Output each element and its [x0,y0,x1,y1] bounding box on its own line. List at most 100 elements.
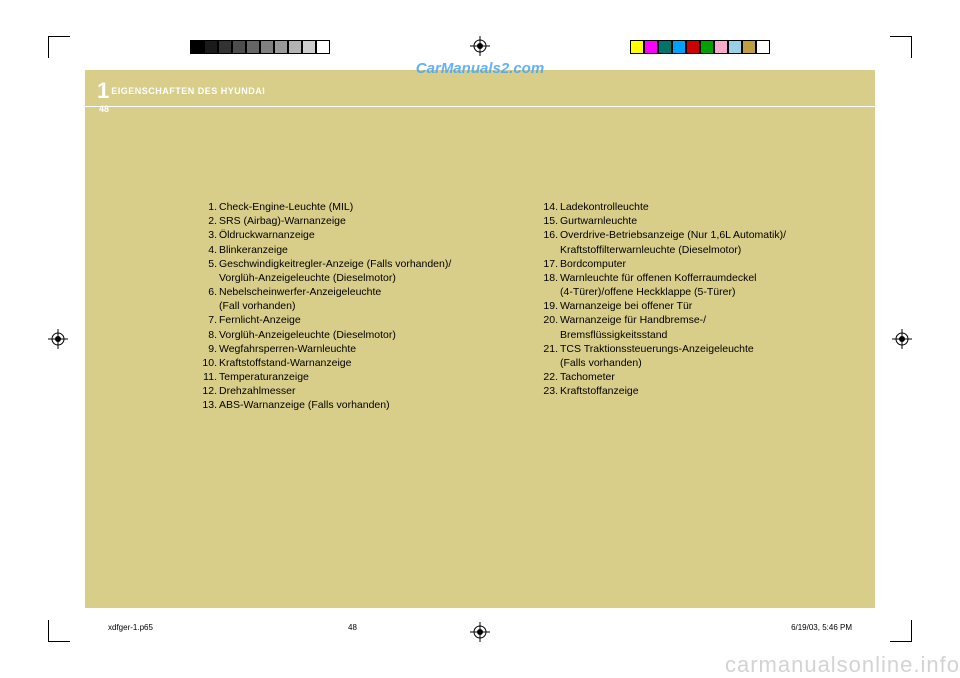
list-number: 10. [197,356,219,370]
list-number: 22. [538,370,560,384]
list-number [538,243,560,257]
swatch [316,40,330,54]
list-text: (Fall vorhanden) [219,299,494,313]
list-text: Warnanzeige bei offener Tür [560,299,835,313]
swatch [274,40,288,54]
list-number: 13. [197,398,219,412]
list-item: 16.Overdrive-Betriebsanzeige (Nur 1,6L A… [538,228,835,242]
list-item: 18.Warnleuchte für offenen Kofferraumdec… [538,271,835,285]
grayscale-swatches [190,40,330,54]
list-text: Wegfahrsperren-Warnleuchte [219,342,494,356]
list-number: 4. [197,243,219,257]
list-text: Warnanzeige für Handbremse-/ [560,313,835,327]
list-number [538,285,560,299]
list-number: 2. [197,214,219,228]
list-text: Bremsflüssigkeitsstand [560,328,835,342]
crop-mark [48,620,70,642]
swatch [260,40,274,54]
list-number: 16. [538,228,560,242]
list-number: 18. [538,271,560,285]
color-swatches [630,40,770,54]
list-item: 21.TCS Traktionssteuerungs-Anzeigeleucht… [538,342,835,356]
list-number: 19. [538,299,560,313]
list-number: 23. [538,384,560,398]
swatch [756,40,770,54]
footer-page: 48 [348,623,357,632]
page-number: 48 [99,104,109,114]
list-text: Fernlicht-Anzeige [219,313,494,327]
list-item: 14.Ladekontrolleuchte [538,200,835,214]
chapter-header: 1 EIGENSCHAFTEN DES HYUNDAI [85,78,875,107]
crop-mark [48,36,70,58]
watermark-bottom: carmanualsonline.info [725,652,960,678]
list-text: Öldruckwarnanzeige [219,228,494,242]
list-item: (Falls vorhanden) [538,356,835,370]
swatch [246,40,260,54]
list-text: Temperaturanzeige [219,370,494,384]
swatch [742,40,756,54]
list-item: (4-Türer)/offene Heckklappe (5-Türer) [538,285,835,299]
list-text: Tachometer [560,370,835,384]
list-item: 3.Öldruckwarnanzeige [197,228,494,242]
list-text: Check-Engine-Leuchte (MIL) [219,200,494,214]
crop-mark [890,620,912,642]
list-text: (Falls vorhanden) [560,356,835,370]
swatch [714,40,728,54]
list-item: 10.Kraftstoffstand-Warnanzeige [197,356,494,370]
content-columns: 1.Check-Engine-Leuchte (MIL)2.SRS (Airba… [197,200,835,413]
swatch [204,40,218,54]
list-number: 11. [197,370,219,384]
list-number: 21. [538,342,560,356]
registration-mark [892,329,912,349]
list-number [197,271,219,285]
swatch [700,40,714,54]
list-text: Drehzahlmesser [219,384,494,398]
list-item: 19.Warnanzeige bei offener Tür [538,299,835,313]
list-item: 12.Drehzahlmesser [197,384,494,398]
swatch [232,40,246,54]
list-item: 13.ABS-Warnanzeige (Falls vorhanden) [197,398,494,412]
list-number: 17. [538,257,560,271]
swatch [302,40,316,54]
list-number [538,328,560,342]
list-item: Kraftstoffilterwarnleuchte (Dieselmotor) [538,243,835,257]
list-text: Blinkeranzeige [219,243,494,257]
list-item: 7.Fernlicht-Anzeige [197,313,494,327]
watermark-top: CarManuals2.com [416,60,544,77]
list-text: Nebelscheinwerfer-Anzeigeleuchte [219,285,494,299]
list-number [197,299,219,313]
list-number: 8. [197,328,219,342]
list-number: 12. [197,384,219,398]
list-number: 9. [197,342,219,356]
list-text: ABS-Warnanzeige (Falls vorhanden) [219,398,494,412]
footer-file: xdfger-1.p65 [108,623,153,632]
registration-mark [470,36,490,56]
registration-mark [48,329,68,349]
footer-metadata: xdfger-1.p65 48 6/19/03, 5:46 PM [108,623,852,632]
list-number: 6. [197,285,219,299]
list-text: Geschwindigkeitregler-Anzeige (Falls vor… [219,257,494,271]
list-item: (Fall vorhanden) [197,299,494,313]
swatch [644,40,658,54]
list-item: 11.Temperaturanzeige [197,370,494,384]
list-number: 1. [197,200,219,214]
list-text: Bordcomputer [560,257,835,271]
list-number: 15. [538,214,560,228]
list-text: Kraftstoffilterwarnleuchte (Dieselmotor) [560,243,835,257]
list-text: Vorglüh-Anzeigeleuchte (Dieselmotor) [219,328,494,342]
list-text: SRS (Airbag)-Warnanzeige [219,214,494,228]
list-item: 22.Tachometer [538,370,835,384]
list-number: 7. [197,313,219,327]
swatch [728,40,742,54]
footer-timestamp: 6/19/03, 5:46 PM [791,623,852,632]
list-item: 8.Vorglüh-Anzeigeleuchte (Dieselmotor) [197,328,494,342]
list-text: Vorglüh-Anzeigeleuchte (Dieselmotor) [219,271,494,285]
swatch [630,40,644,54]
swatch [288,40,302,54]
swatch [658,40,672,54]
left-column: 1.Check-Engine-Leuchte (MIL)2.SRS (Airba… [197,200,494,413]
list-text: Kraftstoffanzeige [560,384,835,398]
list-item: 4.Blinkeranzeige [197,243,494,257]
list-item: Vorglüh-Anzeigeleuchte (Dieselmotor) [197,271,494,285]
list-item: 6.Nebelscheinwerfer-Anzeigeleuchte [197,285,494,299]
